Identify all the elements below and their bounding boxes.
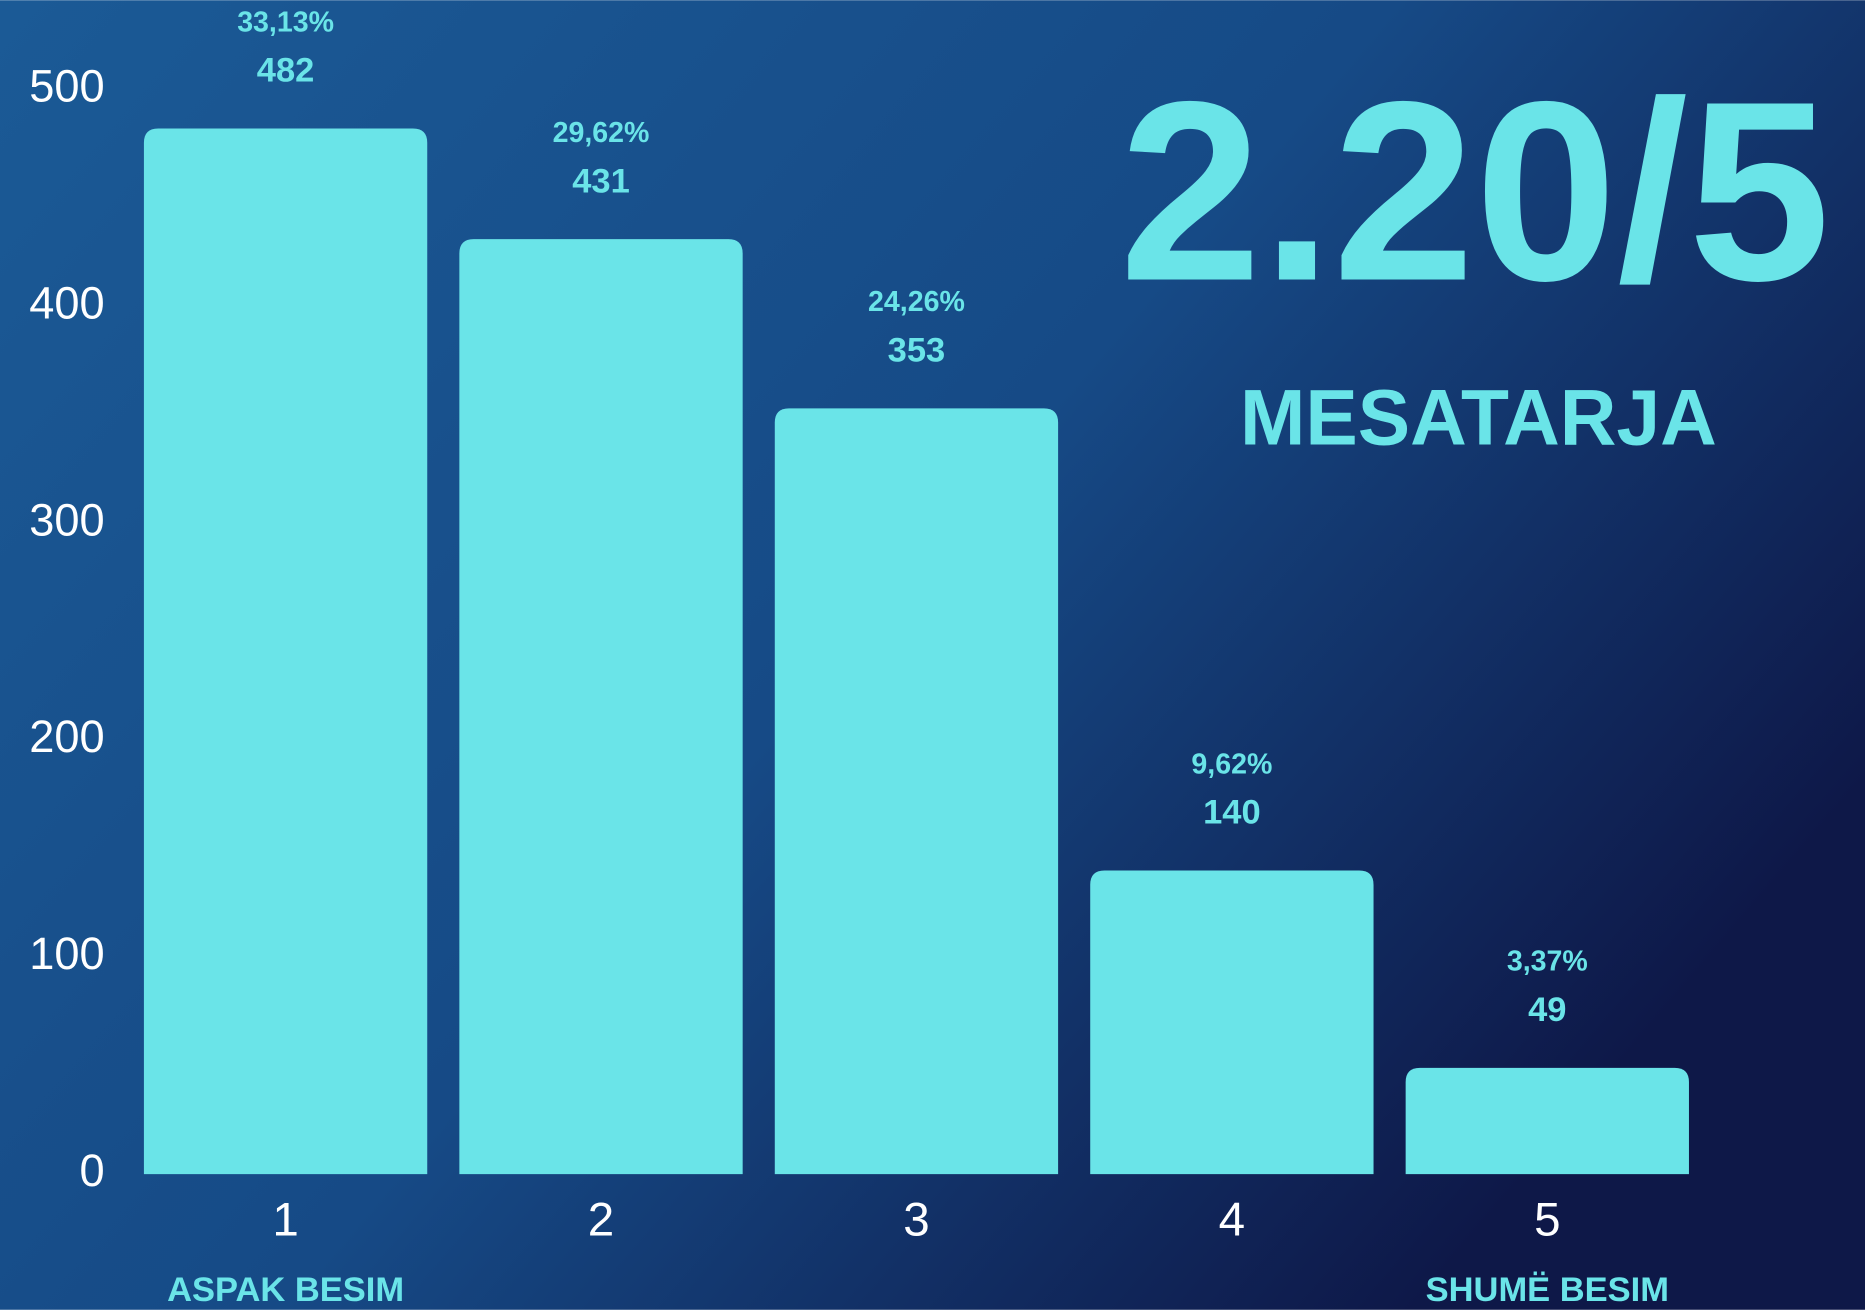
category-note: ASPAK BESIM [167, 1271, 404, 1309]
y-tick-label: 200 [29, 711, 104, 762]
y-tick-label: 400 [29, 277, 104, 328]
percent-label: 24,26% [868, 286, 965, 318]
x-tick-label: 4 [1219, 1194, 1245, 1247]
x-tick-label: 5 [1534, 1194, 1560, 1247]
value-label: 49 [1528, 991, 1566, 1029]
bar [1405, 1067, 1689, 1175]
bar [143, 128, 428, 1175]
bar [459, 239, 743, 1175]
bar [1090, 870, 1374, 1175]
average-value: 2.20/5 [1119, 49, 1830, 334]
x-tick-label: 1 [272, 1194, 298, 1247]
bar [774, 408, 1059, 1175]
percent-label: 9,62% [1191, 748, 1272, 780]
percent-label: 3,37% [1507, 946, 1588, 978]
value-label: 140 [1203, 794, 1261, 832]
y-tick-label: 100 [29, 928, 104, 979]
x-tick-label: 2 [588, 1194, 614, 1247]
x-tick-label: 3 [903, 1194, 929, 1247]
percent-label: 33,13% [237, 6, 334, 38]
value-label: 353 [888, 332, 946, 370]
average-caption: MESATARJA [1240, 373, 1717, 461]
y-tick-label: 0 [80, 1145, 105, 1196]
y-tick-label: 300 [29, 494, 104, 545]
value-label: 431 [572, 162, 630, 200]
category-note: SHUMË BESIM [1426, 1271, 1669, 1309]
y-tick-label: 500 [29, 60, 104, 111]
percent-label: 29,62% [553, 117, 650, 149]
value-label: 482 [257, 52, 315, 90]
